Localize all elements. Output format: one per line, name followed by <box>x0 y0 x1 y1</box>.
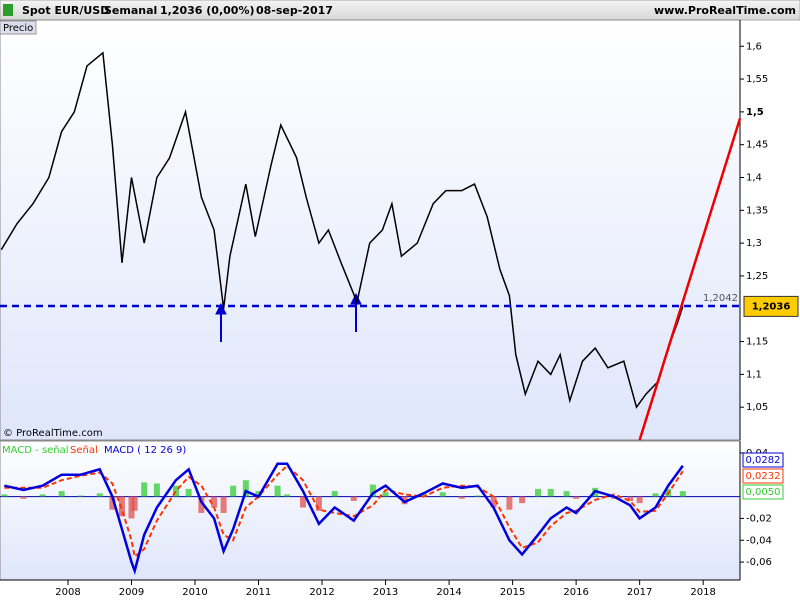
histogram-bar <box>131 496 138 511</box>
x-tick-label: 2014 <box>436 587 461 598</box>
histogram-bar <box>109 496 116 510</box>
y-tick-label: -0,06 <box>746 557 772 568</box>
signal-line <box>4 464 684 559</box>
histogram-bar <box>547 488 554 497</box>
trendline <box>638 118 742 441</box>
histogram-bar <box>77 495 84 497</box>
histogram-bar <box>1 494 8 497</box>
histogram-bar <box>141 482 148 497</box>
legend-entry: MACD ( 12 26 9) <box>104 445 186 456</box>
histogram-bar <box>284 494 291 497</box>
value-box-label: 0,0282 <box>746 455 781 466</box>
current-price-box <box>743 295 799 317</box>
date: 08-sep-2017 <box>256 4 333 17</box>
x-tick-label: 2012 <box>309 587 334 598</box>
period: Semanal <box>104 4 157 17</box>
histogram-bar <box>490 496 497 508</box>
histogram-bar <box>242 480 249 497</box>
x-tick-label: 2016 <box>563 587 588 598</box>
y-tick-label: 1,1 <box>746 369 762 380</box>
x-tick-label: 2011 <box>246 587 271 598</box>
y-tick-label: 1,3 <box>746 238 762 249</box>
support-label: 1,2042 <box>703 293 738 304</box>
y-tick-label: 1,25 <box>746 271 768 282</box>
histogram-bar <box>118 496 125 517</box>
histogram-bar <box>315 496 322 511</box>
histogram-bar <box>563 491 570 497</box>
histogram-bar <box>185 488 192 497</box>
x-tick-label: 2015 <box>500 587 525 598</box>
histogram-bar <box>652 493 659 497</box>
histogram-bar <box>96 493 103 497</box>
value-box-label: 0,0232 <box>746 471 781 482</box>
header-icon <box>3 4 13 16</box>
copyright: © ProRealTime.com <box>3 428 103 439</box>
histogram-bar <box>369 484 376 497</box>
x-tick-label: 2009 <box>119 587 144 598</box>
histogram-bar <box>198 496 205 513</box>
y-tick-label: 1,05 <box>746 402 768 413</box>
y-tick-label: 1,6 <box>746 41 762 52</box>
value-box <box>742 484 784 500</box>
legend-entry: Señal <box>70 445 98 456</box>
histogram-bar <box>573 496 580 499</box>
histogram-bar <box>506 496 513 510</box>
price-panel <box>0 19 741 441</box>
x-tick-label: 2013 <box>373 587 398 598</box>
y-tick-label: 1,55 <box>746 74 768 85</box>
value-box <box>742 468 784 484</box>
value-box-label: 0,0050 <box>746 487 781 498</box>
x-tick-label: 2008 <box>55 587 80 598</box>
histogram-bar <box>519 496 526 504</box>
histogram-bar <box>299 496 306 508</box>
histogram-bar <box>211 496 218 508</box>
histogram-bar <box>172 485 179 497</box>
y-tick-label: 1,15 <box>746 337 768 348</box>
histogram-bar <box>255 491 262 497</box>
macd-line <box>4 462 684 575</box>
arrow <box>215 302 227 342</box>
histogram-bar <box>350 496 357 501</box>
histogram-bar <box>627 496 634 501</box>
histogram-bar <box>331 491 338 497</box>
panel-label-box <box>0 20 37 35</box>
histogram-bar <box>153 483 160 497</box>
histogram-bar <box>274 485 281 497</box>
symbol: Spot EUR/USD <box>22 4 109 17</box>
x-tick-label: 2010 <box>182 587 207 598</box>
histogram-bar <box>382 492 389 497</box>
legend-entry: MACD - señal <box>2 445 69 456</box>
histogram-bar <box>20 496 27 499</box>
histogram-bar <box>39 494 46 497</box>
histogram-bar <box>458 496 465 499</box>
y-tick-label: -0,02 <box>746 513 772 524</box>
histogram-bar <box>128 496 135 519</box>
macd-panel <box>0 440 741 581</box>
panel-label: Precio <box>3 23 33 34</box>
histogram-bar <box>535 488 542 497</box>
site: www.ProRealTime.com <box>654 4 796 17</box>
y-tick-label: 1,45 <box>746 140 768 151</box>
histogram-bar <box>420 493 427 497</box>
y-tick-label: 1,35 <box>746 205 768 216</box>
y-tick-label: 1,5 <box>746 107 764 118</box>
y-tick-label: 1,4 <box>746 173 762 184</box>
histogram-bar <box>58 491 65 497</box>
x-tick-label: 2017 <box>627 587 652 598</box>
y-tick-label: -0,04 <box>746 535 772 546</box>
histogram-bar <box>230 485 237 497</box>
value-box <box>742 452 784 468</box>
histogram-bar <box>220 496 227 513</box>
histogram-bar <box>636 496 643 504</box>
histogram-bar <box>474 495 481 497</box>
quote: 1,2036 (0,00%) <box>160 4 255 17</box>
x-tick-label: 2018 <box>690 587 715 598</box>
current-price-label: 1,2036 <box>752 301 791 312</box>
histogram-bar <box>439 492 446 497</box>
price-line <box>0 51 684 409</box>
histogram-bar <box>679 491 686 497</box>
